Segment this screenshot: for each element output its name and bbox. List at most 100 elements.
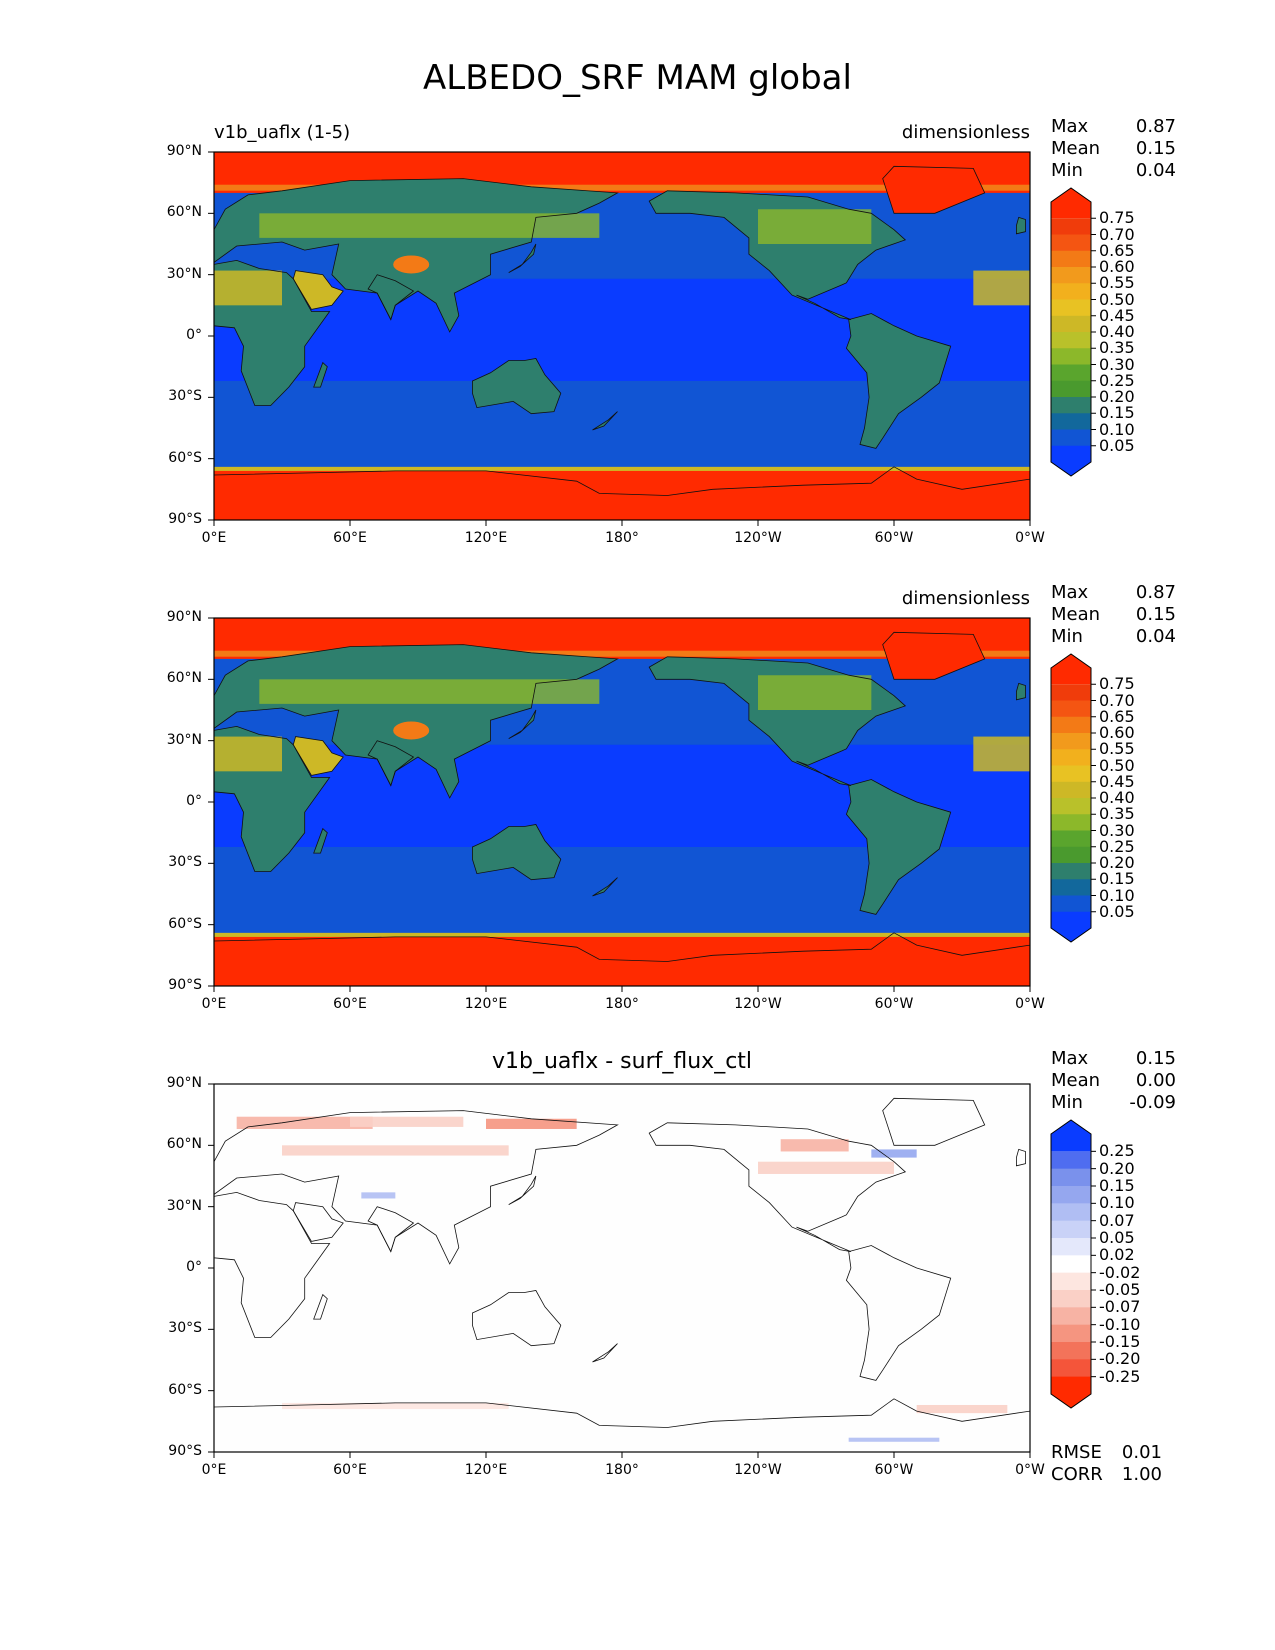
antarctic-edge (214, 466, 1030, 473)
colorbar-tick-label: 0.65 (1099, 706, 1135, 726)
colorbar-tick-label: 0.50 (1099, 289, 1135, 309)
colorbar-tick-label: 0.30 (1099, 354, 1135, 374)
colorbar-tick-label: 0.02 (1099, 1245, 1135, 1265)
colorbar-tick-label: 0.20 (1099, 387, 1135, 406)
colorbar-segment (1051, 267, 1091, 284)
colorbar-tick-label: 0.50 (1099, 755, 1135, 775)
colorbar-outline (1050, 653, 1092, 943)
colorbar-segment (1051, 814, 1091, 831)
antarctic-ice (214, 470, 1030, 520)
colorbar-segment (1051, 315, 1091, 333)
colorbar-tick-label: 0.55 (1099, 273, 1135, 293)
coastline-india (367, 274, 415, 321)
lat-tick-label: 90°S (168, 511, 202, 527)
colorbar-segment (1051, 895, 1091, 913)
stat-label-mean: Mean (1051, 138, 1101, 159)
stat-value-max: 0.87 (1135, 582, 1176, 603)
lat-tick-label: 90°N (166, 609, 202, 625)
colorbar-segment (1051, 749, 1091, 766)
lon-tick-label: 180° (605, 530, 639, 546)
colorbar-tick-label: 0.25 (1099, 370, 1135, 390)
coastline-japan (508, 1175, 537, 1205)
coastline-madagascar (313, 1293, 328, 1320)
colorbar-segment (1051, 1290, 1091, 1308)
colorbar-segment (1051, 429, 1091, 447)
lat-tick-label: 30°S (168, 854, 202, 871)
diff-patch (758, 1161, 894, 1174)
boreal-snow (259, 213, 600, 238)
stat-value-mean: 0.00 (1135, 1070, 1176, 1091)
lon-tick-label: 60°W (874, 996, 914, 1012)
colorbar-segment (1051, 380, 1091, 398)
colorbar-tick-label: 0.05 (1099, 1228, 1135, 1247)
arctic-edge (214, 650, 1030, 657)
coastline-namerica (648, 1122, 907, 1252)
stat-label-max: Max (1051, 1048, 1089, 1069)
coastline-africa (214, 259, 331, 406)
colorbar-tick-label: 0.30 (1099, 820, 1135, 840)
colorbar-segment (1051, 348, 1091, 365)
colorbar-segment (1051, 716, 1091, 734)
map-area (214, 618, 1030, 986)
colorbar-segment (1051, 218, 1091, 235)
colorbar-segment (1051, 1220, 1091, 1239)
lon-tick-label: 120°W (734, 996, 782, 1012)
panel-center-title: v1b_uaflx - surf_flux_ctl (491, 1049, 753, 1074)
land-australia (472, 824, 561, 880)
coastline-japan (508, 243, 537, 273)
colorbar-tick-label: 0.35 (1099, 804, 1135, 824)
colorbar-tick-label: 0.60 (1099, 257, 1135, 276)
coastline-antarctica (214, 932, 1030, 986)
land-samerica (846, 779, 951, 915)
lat-tick-label: 30°S (168, 388, 202, 405)
colorbar-tick-label: 0.05 (1099, 901, 1135, 921)
map-panel-2 (208, 617, 1096, 992)
colorbar (1050, 187, 1096, 477)
tibet-high (393, 255, 430, 274)
stat-label-mean: Mean (1051, 604, 1101, 625)
colorbar-tick-label: -0.10 (1099, 1314, 1141, 1334)
antarctic-ice (214, 936, 1030, 986)
colorbar-segment (1051, 188, 1091, 219)
colorbar-tick-label: 0.35 (1099, 338, 1135, 358)
coastline-australia (472, 358, 562, 415)
land-madagascar (313, 828, 328, 854)
stat-value-mean: 0.15 (1135, 138, 1176, 159)
coastline-australia (472, 824, 562, 881)
coastline-eurasia (214, 178, 619, 333)
lon-tick-label: 60°W (874, 530, 914, 546)
lat-tick-label: 60°N (166, 1136, 202, 1153)
lat-tick-label: 90°N (166, 143, 202, 159)
land-greenland (882, 632, 985, 680)
coastline-india (367, 740, 415, 787)
colorbar-segment (1051, 413, 1091, 430)
stat-value-rmse: 0.01 (1121, 1442, 1162, 1463)
colorbar-segment (1051, 1376, 1091, 1408)
lon-tick-label: 0°E (201, 1462, 227, 1478)
colorbar-tick-label: 0.15 (1099, 869, 1135, 889)
diff-patch (282, 1145, 509, 1156)
colorbar-segment (1051, 1324, 1091, 1343)
lat-tick-label: 90°N (166, 1075, 202, 1091)
colorbar-segment (1051, 1272, 1091, 1291)
stat-value-max: 0.15 (1135, 1048, 1176, 1069)
panel-left-title: v1b_uaflx (1-5) (214, 122, 351, 143)
colorbar-tick-label: -0.20 (1099, 1349, 1141, 1369)
diff-patch (780, 1139, 849, 1152)
lon-tick-label: 120°W (734, 1462, 782, 1478)
coastline-samerica (845, 313, 952, 449)
coastline-eurasia (214, 644, 619, 799)
colorbar-tick-label: 0.25 (1099, 1141, 1135, 1161)
land-australia (472, 358, 561, 414)
lat-tick-label: 30°N (166, 265, 202, 282)
arctic-edge (214, 184, 1030, 191)
coastline-namerica (648, 190, 907, 320)
coastline-greenland (882, 631, 986, 680)
colorbar-segment (1051, 700, 1091, 718)
colorbar-segment (1051, 234, 1091, 252)
diff-field (214, 1084, 1030, 1452)
lat-tick-label: 60°S (168, 1381, 202, 1398)
map-area (214, 1084, 1030, 1452)
stat-value-mean: 0.15 (1135, 604, 1176, 625)
